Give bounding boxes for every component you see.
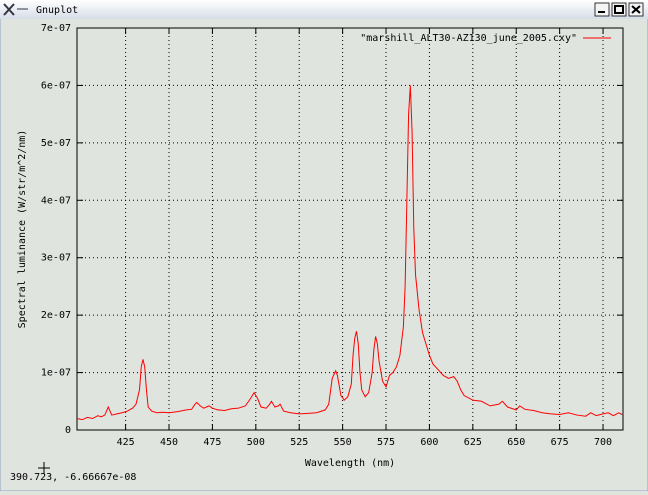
cursor-cross <box>38 462 50 474</box>
y-tick-label: 1e-07 <box>41 368 71 379</box>
title-bar <box>0 0 648 19</box>
x-tick-label: 625 <box>464 437 482 448</box>
x-tick-label: 550 <box>334 437 352 448</box>
x-tick-label: 450 <box>160 437 178 448</box>
x-tick-label: 600 <box>420 437 438 448</box>
window-icon[interactable] <box>3 3 28 16</box>
x-tick-label: 700 <box>594 437 612 448</box>
minimize-button[interactable] <box>594 2 610 17</box>
data-line <box>76 85 623 421</box>
y-tick-label: 2e-07 <box>41 310 71 321</box>
x-tick-label: 675 <box>551 437 569 448</box>
x-tick-label: 500 <box>247 437 265 448</box>
y-tick-label: 3e-07 <box>41 253 71 264</box>
maximize-button[interactable] <box>611 2 627 17</box>
y-tick-label: 4e-07 <box>41 195 71 206</box>
x-tick-label: 650 <box>507 437 525 448</box>
x-tick-label: 525 <box>290 437 308 448</box>
y-axis-label: Spectral luminance (W/str/m^2/nm) <box>17 130 28 329</box>
close-button[interactable] <box>628 2 644 17</box>
y-tick-label: 6e-07 <box>41 80 71 91</box>
window-title: Gnuplot <box>36 5 78 16</box>
y-tick-label: 0 <box>65 425 71 436</box>
y-tick-label: 7e-07 <box>41 23 71 34</box>
plot: 0 1e-07 2e-07 3e-07 4e-07 5e-07 6e-07 7e-07 425 4… <box>17 23 624 469</box>
x-tick-label: 475 <box>203 437 221 448</box>
legend-label: "marshill_ALT30-AZ130_june_2005.cxy" <box>360 33 577 44</box>
status-text: 390.723, -6.66667e-08 <box>10 472 136 483</box>
y-tick-label: 5e-07 <box>41 138 71 149</box>
x-axis-label: Wavelength (nm) <box>305 458 395 469</box>
x-tick-label: 575 <box>377 437 395 448</box>
x-tick-label: 425 <box>117 437 135 448</box>
